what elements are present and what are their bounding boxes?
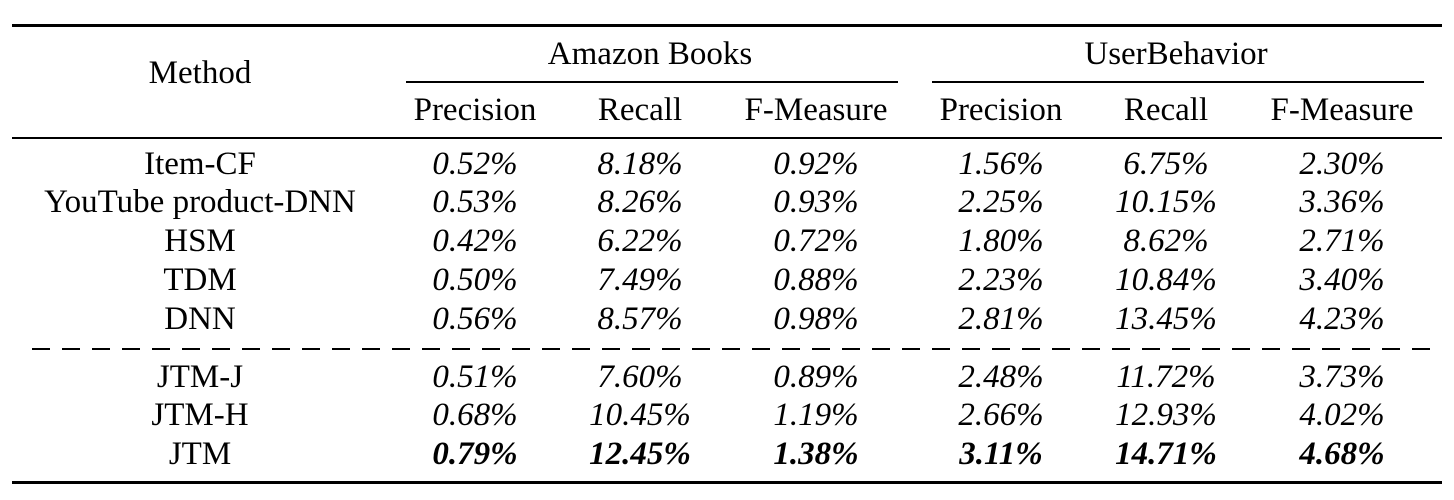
group-rule-amazon-books (406, 81, 898, 83)
value-cell: 6.22% (597, 223, 683, 259)
bottom-rule (12, 481, 1442, 484)
header-rule (12, 137, 1442, 139)
value-cell: 2.66% (958, 397, 1044, 433)
group-header-userbehavior: UserBehavior (1084, 36, 1268, 72)
value-cell: 0.56% (432, 301, 518, 337)
value-cell: 10.84% (1115, 262, 1217, 298)
value-cell: 8.26% (597, 184, 683, 220)
value-cell: 12.93% (1115, 397, 1217, 433)
value-cell: 10.15% (1115, 184, 1217, 220)
value-cell: 1.38% (773, 436, 859, 472)
method-cell: DNN (164, 301, 236, 337)
value-cell: 0.79% (432, 436, 518, 472)
group-rule-userbehavior (932, 81, 1424, 83)
top-rule (12, 24, 1442, 27)
value-cell: 0.72% (773, 223, 859, 259)
value-cell: 2.30% (1299, 146, 1385, 182)
value-cell: 3.11% (959, 436, 1043, 472)
method-cell: JTM-H (151, 397, 249, 433)
value-cell: 8.62% (1123, 223, 1209, 259)
col-header-precision: Precision (939, 92, 1063, 128)
value-cell: 0.51% (432, 359, 518, 395)
method-cell: JTM (168, 436, 232, 472)
dashed-separator (32, 348, 1432, 350)
value-cell: 0.98% (773, 301, 859, 337)
value-cell: 0.88% (773, 262, 859, 298)
value-cell: 2.25% (958, 184, 1044, 220)
value-cell: 2.23% (958, 262, 1044, 298)
col-header-precision: Precision (413, 92, 537, 128)
value-cell: 0.93% (773, 184, 859, 220)
method-cell: JTM-J (156, 359, 244, 395)
value-cell: 1.19% (773, 397, 859, 433)
value-cell: 2.81% (958, 301, 1044, 337)
value-cell: 0.52% (432, 146, 518, 182)
value-cell: 11.72% (1116, 359, 1216, 395)
value-cell: 4.68% (1299, 436, 1385, 472)
value-cell: 3.40% (1299, 262, 1385, 298)
value-cell: 8.57% (597, 301, 683, 337)
value-cell: 2.48% (958, 359, 1044, 395)
value-cell: 3.73% (1299, 359, 1385, 395)
value-cell: 3.36% (1299, 184, 1385, 220)
value-cell: 1.80% (958, 223, 1044, 259)
value-cell: 0.42% (432, 223, 518, 259)
group-header-amazon-books: Amazon Books (547, 36, 753, 72)
col-header-f-measure: F-Measure (1270, 92, 1414, 128)
col-header-recall: Recall (597, 92, 683, 128)
value-cell: 0.53% (432, 184, 518, 220)
value-cell: 4.23% (1299, 301, 1385, 337)
value-cell: 8.18% (597, 146, 683, 182)
value-cell: 7.49% (597, 262, 683, 298)
col-header-f-measure: F-Measure (744, 92, 888, 128)
value-cell: 10.45% (589, 397, 691, 433)
value-cell: 2.71% (1299, 223, 1385, 259)
method-cell: TDM (163, 262, 237, 298)
value-cell: 13.45% (1115, 301, 1217, 337)
value-cell: 4.02% (1299, 397, 1385, 433)
results-table: Method Amazon Books UserBehavior Precisi… (12, 0, 1442, 500)
value-cell: 14.71% (1115, 436, 1217, 472)
col-header-recall: Recall (1123, 92, 1209, 128)
value-cell: 0.68% (432, 397, 518, 433)
value-cell: 0.50% (432, 262, 518, 298)
value-cell: 12.45% (589, 436, 691, 472)
method-cell: Item-CF (144, 146, 256, 182)
value-cell: 0.92% (773, 146, 859, 182)
method-cell: YouTube product-DNN (44, 184, 356, 220)
method-header: Method (148, 55, 252, 91)
value-cell: 7.60% (597, 359, 683, 395)
value-cell: 0.89% (773, 359, 859, 395)
method-cell: HSM (164, 223, 236, 259)
value-cell: 1.56% (958, 146, 1044, 182)
value-cell: 6.75% (1123, 146, 1209, 182)
